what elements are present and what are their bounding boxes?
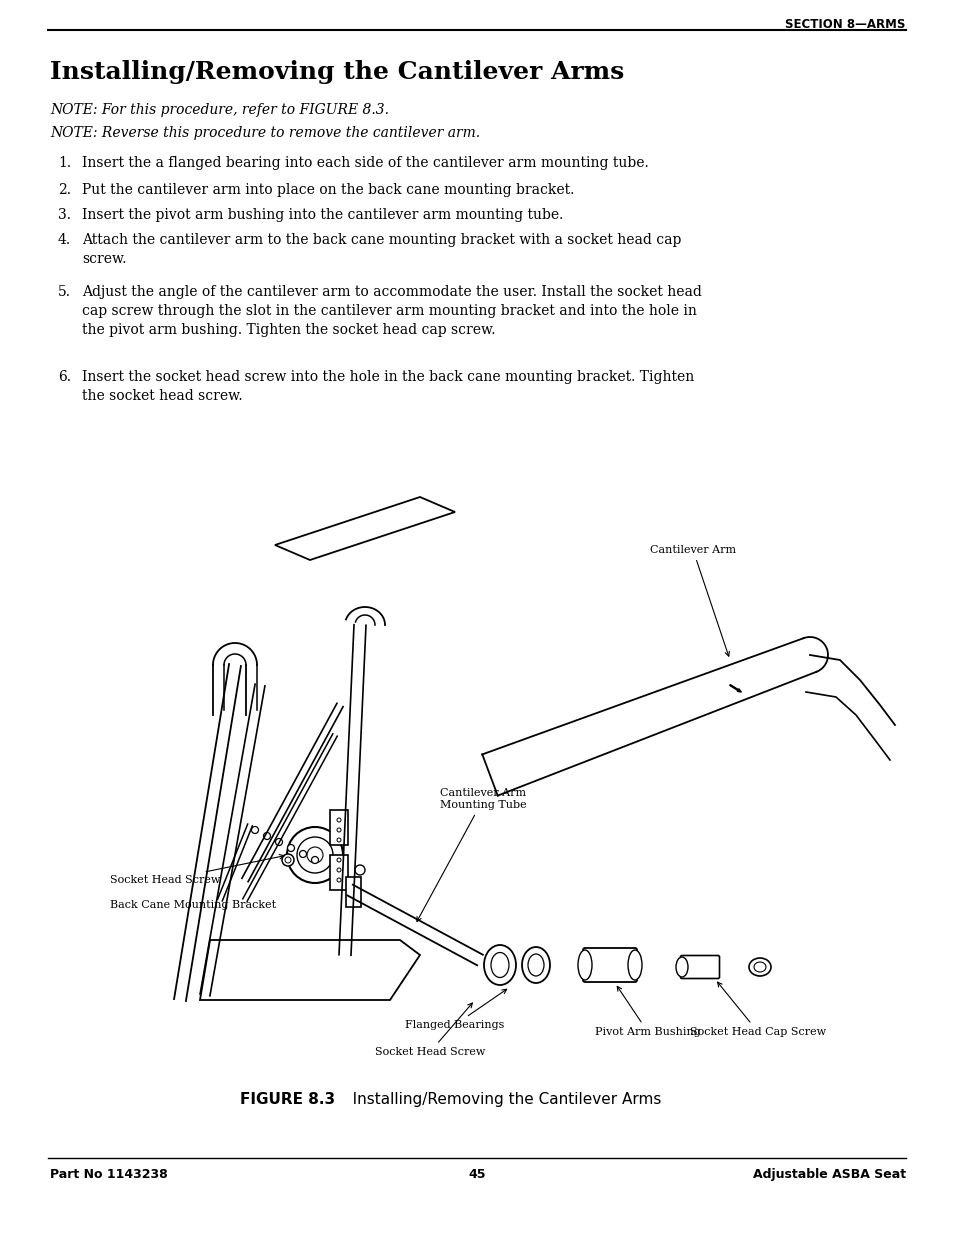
Circle shape xyxy=(336,818,340,823)
Text: Insert the a flanged bearing into each side of the cantilever arm mounting tube.: Insert the a flanged bearing into each s… xyxy=(82,156,648,170)
Circle shape xyxy=(275,839,282,846)
Circle shape xyxy=(336,878,340,882)
Circle shape xyxy=(282,853,294,866)
Circle shape xyxy=(285,857,291,863)
Circle shape xyxy=(252,826,258,834)
Text: Put the cantilever arm into place on the back cane mounting bracket.: Put the cantilever arm into place on the… xyxy=(82,183,574,198)
Circle shape xyxy=(287,827,343,883)
Text: Insert the socket head screw into the hole in the back cane mounting bracket. Ti: Insert the socket head screw into the ho… xyxy=(82,370,694,403)
Ellipse shape xyxy=(521,947,550,983)
Text: Installing/Removing the Cantilever Arms: Installing/Removing the Cantilever Arms xyxy=(50,61,623,84)
Circle shape xyxy=(299,851,306,857)
Text: Attach the cantilever arm to the back cane mounting bracket with a socket head c: Attach the cantilever arm to the back ca… xyxy=(82,233,680,266)
Text: Socket Head Cap Screw: Socket Head Cap Screw xyxy=(689,982,825,1037)
Text: FIGURE 8.3: FIGURE 8.3 xyxy=(240,1092,335,1107)
FancyBboxPatch shape xyxy=(679,956,719,978)
Circle shape xyxy=(355,864,365,876)
Circle shape xyxy=(296,837,333,873)
Circle shape xyxy=(263,832,271,840)
Text: Insert the pivot arm bushing into the cantilever arm mounting tube.: Insert the pivot arm bushing into the ca… xyxy=(82,207,563,222)
Text: 3.: 3. xyxy=(58,207,71,222)
Text: 5.: 5. xyxy=(58,285,71,299)
Text: Cantilever Arm: Cantilever Arm xyxy=(649,545,736,656)
Text: Back Cane Mounting Bracket: Back Cane Mounting Bracket xyxy=(110,900,275,910)
Circle shape xyxy=(336,868,340,872)
Circle shape xyxy=(336,839,340,842)
FancyArrow shape xyxy=(729,684,740,692)
Text: Flanged Bearings: Flanged Bearings xyxy=(405,989,506,1030)
Text: NOTE: For this procedure, refer to FIGURE 8.3.: NOTE: For this procedure, refer to FIGUR… xyxy=(50,103,389,117)
Text: Cantilever Arm
Mounting Tube: Cantilever Arm Mounting Tube xyxy=(416,788,526,921)
Text: 6.: 6. xyxy=(58,370,71,384)
Ellipse shape xyxy=(748,958,770,976)
Text: Installing/Removing the Cantilever Arms: Installing/Removing the Cantilever Arms xyxy=(337,1092,660,1107)
FancyBboxPatch shape xyxy=(330,855,348,890)
Text: Part No 1143238: Part No 1143238 xyxy=(50,1168,168,1181)
Text: Adjust the angle of the cantilever arm to accommodate the user. Install the sock: Adjust the angle of the cantilever arm t… xyxy=(82,285,701,337)
FancyBboxPatch shape xyxy=(582,948,637,982)
Ellipse shape xyxy=(753,962,765,972)
Text: 2.: 2. xyxy=(58,183,71,198)
Text: Socket Head Screw: Socket Head Screw xyxy=(110,855,284,885)
Ellipse shape xyxy=(491,952,509,977)
Polygon shape xyxy=(274,496,455,559)
Ellipse shape xyxy=(578,950,592,981)
Ellipse shape xyxy=(627,950,641,981)
Circle shape xyxy=(336,827,340,832)
Text: Adjustable ASBA Seat: Adjustable ASBA Seat xyxy=(752,1168,905,1181)
Text: SECTION 8—ARMS: SECTION 8—ARMS xyxy=(783,19,904,31)
Ellipse shape xyxy=(676,957,687,977)
Circle shape xyxy=(307,847,323,863)
Text: 1.: 1. xyxy=(58,156,71,170)
Circle shape xyxy=(336,858,340,862)
Text: 4.: 4. xyxy=(58,233,71,247)
Circle shape xyxy=(287,845,294,851)
Ellipse shape xyxy=(483,945,516,986)
Circle shape xyxy=(312,857,318,863)
Text: Socket Head Screw: Socket Head Screw xyxy=(375,1003,485,1057)
FancyBboxPatch shape xyxy=(330,810,348,845)
Text: 45: 45 xyxy=(468,1168,485,1181)
Text: Pivot Arm Bushing: Pivot Arm Bushing xyxy=(595,987,700,1037)
FancyBboxPatch shape xyxy=(346,877,360,906)
Ellipse shape xyxy=(527,953,543,976)
Polygon shape xyxy=(200,940,419,1000)
Text: NOTE: Reverse this procedure to remove the cantilever arm.: NOTE: Reverse this procedure to remove t… xyxy=(50,126,479,140)
